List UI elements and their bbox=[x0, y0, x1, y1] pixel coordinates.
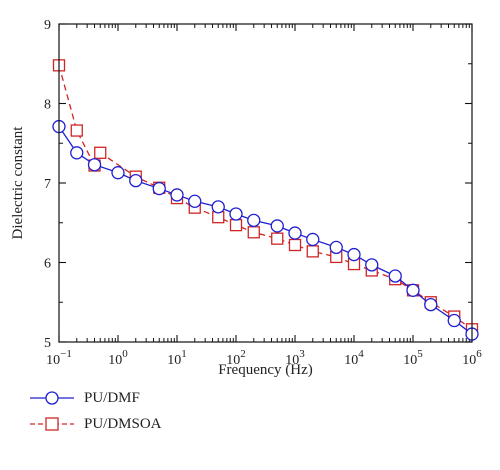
x-tick-label: 101 bbox=[167, 348, 187, 368]
data-point-pu-dmsoa bbox=[94, 146, 107, 159]
data-point-pu-dmf bbox=[229, 207, 243, 221]
x-tick-label: 106 bbox=[462, 348, 482, 368]
data-point-pu-dmsoa bbox=[70, 124, 83, 137]
x-tick-label: 103 bbox=[285, 348, 305, 368]
series-layer bbox=[52, 59, 479, 341]
legend-entry-pu-dmsoa: PU/DMSOA bbox=[28, 411, 162, 437]
ticks-layer: 10−1 100 101 102 103 104 105 106 5 6 7 8 9 bbox=[44, 18, 482, 368]
data-point-pu-dmf bbox=[424, 297, 438, 312]
legend-marker-pu-dmf bbox=[30, 391, 74, 405]
series-line-pu-dmsoa bbox=[58, 65, 473, 330]
data-point-pu-dmf bbox=[170, 188, 184, 202]
data-point-pu-dmf bbox=[347, 247, 361, 262]
x-tick-label: 104 bbox=[344, 348, 364, 368]
y-tick-label: 9 bbox=[44, 18, 51, 33]
plot-frame bbox=[58, 23, 473, 343]
y-tick-label: 8 bbox=[44, 98, 51, 113]
y-tick-label: 5 bbox=[44, 336, 51, 351]
data-point-pu-dmf bbox=[365, 258, 379, 272]
data-point-pu-dmf bbox=[247, 213, 261, 228]
x-axis-title: Frequency (Hz) bbox=[218, 362, 313, 378]
data-point-pu-dmsoa bbox=[247, 226, 260, 239]
data-point-pu-dmf bbox=[152, 181, 166, 196]
x-tick-label: 105 bbox=[403, 348, 423, 368]
data-point-pu-dmf bbox=[306, 232, 320, 247]
data-point-pu-dmsoa bbox=[229, 218, 243, 232]
data-point-pu-dmsoa bbox=[288, 238, 302, 252]
legend-label-pu-dmf: PU/DMF bbox=[84, 389, 140, 406]
data-point-pu-dmf bbox=[388, 269, 402, 283]
x-tick-label: 102 bbox=[226, 348, 246, 368]
legend-marker-pu-dmsoa bbox=[30, 417, 74, 431]
legend-entry-pu-dmf: PU/DMF bbox=[28, 385, 162, 411]
data-point-pu-dmf bbox=[329, 240, 343, 255]
y-tick-label: 7 bbox=[44, 177, 51, 192]
data-point-pu-dmf bbox=[129, 173, 143, 188]
y-tick-label: 6 bbox=[44, 257, 51, 272]
data-point-pu-dmf bbox=[447, 313, 461, 328]
data-point-pu-dmsoa bbox=[306, 245, 319, 258]
data-point-pu-dmf bbox=[270, 219, 284, 233]
data-point-pu-dmf bbox=[188, 194, 202, 208]
data-point-pu-dmf bbox=[70, 146, 84, 160]
data-point-pu-dmf bbox=[87, 158, 102, 172]
chart: 10−1 100 101 102 103 104 105 106 5 6 7 8 9 Frequency… bbox=[10, 18, 482, 378]
legend: PU/DMF PU/DMSOA bbox=[28, 385, 162, 437]
series-line-pu-dmf bbox=[58, 126, 473, 335]
data-point-pu-dmsoa bbox=[271, 232, 284, 245]
x-tick-label: 10−1 bbox=[46, 348, 72, 368]
data-point-pu-dmf bbox=[406, 283, 420, 297]
x-tick-label: 100 bbox=[108, 348, 128, 368]
legend-label-pu-dmsoa: PU/DMSOA bbox=[84, 415, 162, 432]
y-axis-title: Dielectric constant bbox=[10, 126, 26, 240]
data-point-pu-dmf bbox=[288, 226, 302, 240]
data-point-pu-dmf bbox=[211, 200, 225, 214]
data-point-pu-dmf bbox=[111, 166, 125, 180]
